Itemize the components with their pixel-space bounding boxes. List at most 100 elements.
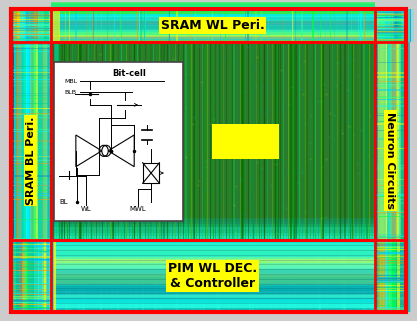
- Bar: [405, 240, 411, 312]
- Bar: [11, 24, 50, 25]
- Bar: [375, 39, 406, 40]
- Bar: [375, 42, 406, 43]
- Bar: [19, 9, 24, 42]
- Bar: [26, 9, 35, 42]
- Bar: [50, 269, 375, 290]
- Bar: [364, 9, 365, 42]
- Bar: [375, 255, 406, 256]
- Bar: [359, 240, 360, 312]
- Bar: [50, 24, 375, 30]
- Bar: [11, 282, 50, 284]
- Bar: [89, 9, 90, 42]
- Bar: [11, 30, 50, 31]
- Bar: [403, 9, 406, 312]
- Bar: [11, 9, 50, 312]
- Bar: [24, 240, 26, 312]
- Bar: [11, 72, 50, 73]
- Bar: [167, 240, 168, 312]
- Bar: [137, 9, 138, 42]
- Bar: [394, 240, 400, 312]
- Bar: [39, 9, 43, 312]
- Bar: [50, 11, 375, 18]
- Bar: [375, 305, 406, 306]
- Bar: [404, 9, 410, 312]
- Bar: [319, 240, 321, 312]
- Bar: [11, 308, 50, 309]
- Bar: [11, 252, 50, 254]
- Bar: [404, 9, 409, 312]
- Bar: [45, 9, 50, 42]
- Bar: [375, 14, 406, 16]
- Bar: [375, 255, 406, 256]
- Bar: [50, 238, 375, 250]
- Text: SRAM BL Peri.: SRAM BL Peri.: [26, 116, 36, 205]
- Bar: [20, 9, 30, 312]
- Bar: [11, 242, 50, 243]
- Bar: [392, 9, 395, 42]
- Bar: [11, 285, 50, 286]
- Bar: [17, 240, 23, 312]
- Bar: [11, 244, 50, 245]
- Bar: [11, 24, 50, 25]
- Bar: [34, 9, 35, 312]
- Bar: [11, 257, 50, 258]
- Bar: [375, 14, 406, 15]
- Bar: [387, 240, 389, 312]
- Bar: [11, 93, 50, 94]
- Text: MWL: MWL: [130, 206, 146, 213]
- Bar: [46, 240, 54, 312]
- Bar: [176, 240, 177, 312]
- Bar: [375, 10, 406, 11]
- Bar: [375, 19, 406, 21]
- Bar: [375, 31, 406, 32]
- Bar: [391, 9, 394, 312]
- Bar: [375, 32, 406, 34]
- Bar: [54, 62, 183, 221]
- Bar: [11, 267, 50, 268]
- Bar: [50, 28, 375, 32]
- Bar: [375, 202, 406, 204]
- Bar: [404, 240, 408, 312]
- Bar: [11, 185, 50, 186]
- Bar: [50, 242, 375, 269]
- Bar: [261, 9, 263, 42]
- Bar: [50, 26, 375, 36]
- Bar: [100, 240, 102, 312]
- Bar: [375, 38, 406, 39]
- Bar: [11, 28, 50, 29]
- Bar: [362, 240, 364, 312]
- Bar: [50, 267, 375, 286]
- Bar: [375, 42, 406, 43]
- Bar: [375, 84, 406, 85]
- Bar: [50, 14, 375, 19]
- Bar: [375, 12, 406, 13]
- Bar: [50, 277, 375, 290]
- Bar: [11, 39, 50, 40]
- Bar: [375, 17, 406, 18]
- Bar: [394, 9, 401, 42]
- Bar: [375, 14, 406, 16]
- Bar: [256, 240, 259, 312]
- Bar: [375, 260, 406, 261]
- Bar: [375, 48, 406, 49]
- Bar: [375, 130, 406, 131]
- Bar: [50, 3, 375, 10]
- Bar: [52, 240, 55, 312]
- Bar: [375, 249, 406, 250]
- Bar: [375, 89, 406, 91]
- Bar: [375, 10, 406, 11]
- Bar: [375, 267, 406, 268]
- Bar: [215, 240, 218, 312]
- Bar: [50, 243, 375, 249]
- Bar: [95, 9, 97, 42]
- Bar: [375, 282, 406, 283]
- Bar: [393, 9, 396, 42]
- Bar: [11, 294, 50, 295]
- Bar: [375, 37, 406, 38]
- Bar: [375, 15, 406, 16]
- Bar: [375, 24, 406, 25]
- Bar: [11, 163, 50, 164]
- Bar: [11, 40, 50, 41]
- Bar: [403, 9, 410, 42]
- Bar: [375, 22, 406, 23]
